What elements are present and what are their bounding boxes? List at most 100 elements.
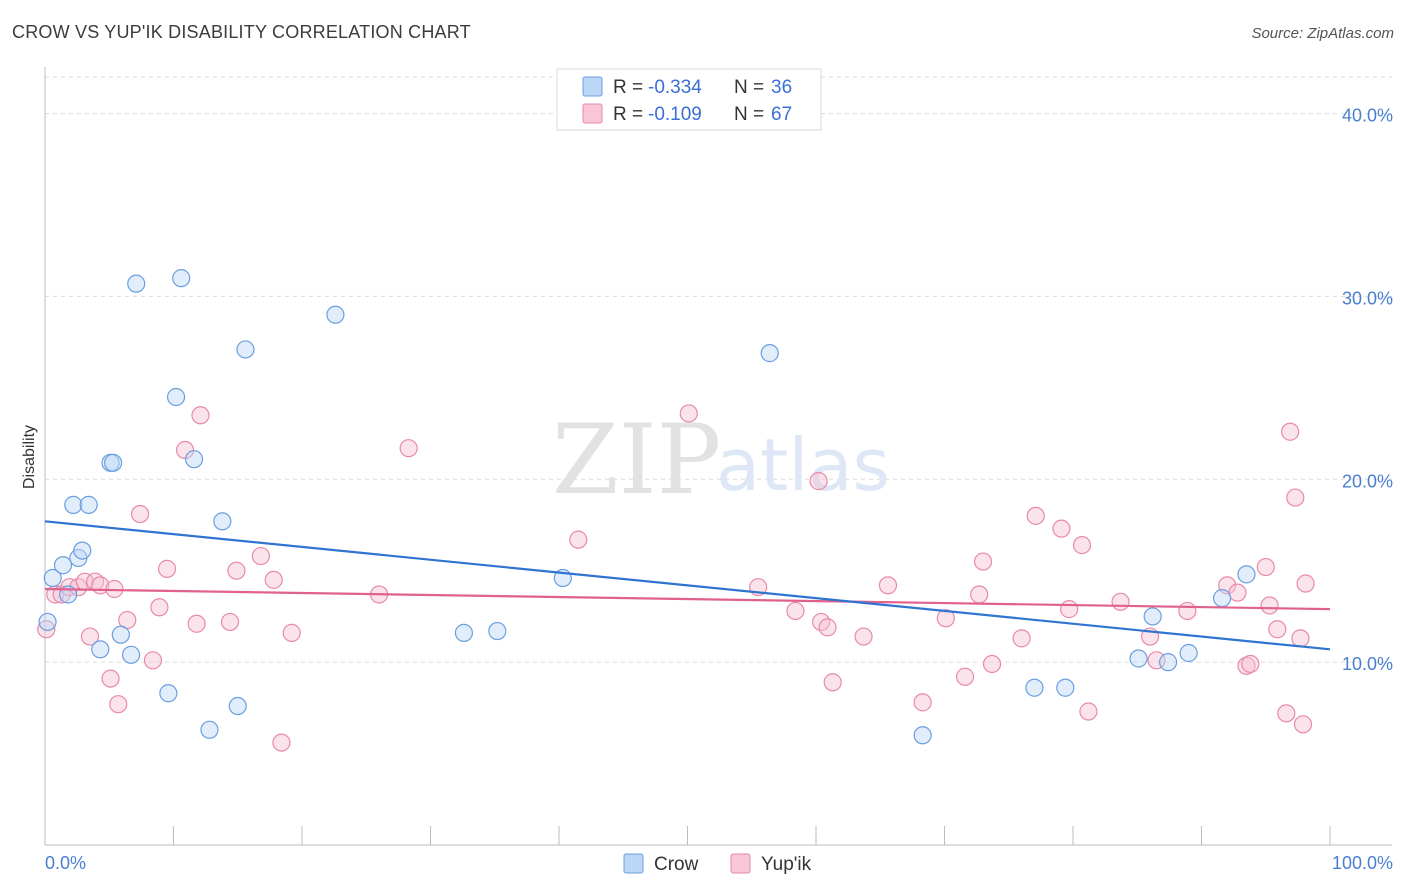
yupik-point-42: [973, 552, 993, 571]
yupik-point-6: [80, 627, 100, 646]
yupik-point-55: [1228, 583, 1247, 602]
yupik-point-59: [1260, 596, 1279, 615]
legend-n-label-crow: N =: [734, 77, 764, 98]
yupik-point-36: [854, 627, 873, 646]
crow-point-27: [913, 726, 932, 745]
yupik-point-52: [1147, 651, 1166, 670]
y-axis-title: Disability: [21, 425, 38, 489]
crow-point-33: [1179, 643, 1198, 663]
yupik-point-58: [1256, 557, 1275, 577]
trend-lines: [44, 520, 1331, 651]
trend-line-yupik: [44, 587, 1331, 611]
yupik-points: [37, 404, 1315, 752]
yupik-point-65: [1293, 715, 1313, 734]
yupik-point-25: [282, 623, 301, 642]
yupik-point-45: [1026, 506, 1045, 525]
legend-r-value-yupik: -0.109: [648, 104, 702, 125]
crow-point-1: [43, 568, 62, 588]
crow-point-11: [111, 625, 130, 644]
legend-n-value-crow: 36: [771, 77, 792, 98]
crow-point-21: [236, 340, 255, 359]
bottom-legend-swatch-crow: [623, 853, 644, 874]
x-tick-label-min: 0.0%: [45, 853, 86, 873]
crow-point-24: [488, 621, 507, 641]
bottom-legend-label-yupik: Yup'ik: [761, 854, 812, 875]
yupik-point-48: [1072, 536, 1092, 555]
yupik-point-43: [982, 654, 1002, 674]
yupik-point-22: [251, 546, 270, 566]
yupik-point-27: [399, 439, 418, 458]
legend-r-label-crow: R =: [613, 77, 643, 98]
yupik-point-24: [272, 733, 291, 752]
y-tick-label-20: 20.0%: [1342, 471, 1393, 491]
yupik-point-31: [786, 601, 805, 621]
bottom-legend-swatch-yupik: [730, 853, 751, 874]
crow-point-29: [1056, 678, 1075, 697]
axes: [44, 67, 1392, 846]
crow-points: [38, 269, 1256, 745]
yupik-point-23: [264, 570, 283, 589]
legend-r-value-crow: -0.334: [648, 77, 702, 98]
yupik-point-63: [1286, 488, 1305, 507]
yupik-point-14: [143, 651, 163, 670]
yupik-point-41: [970, 585, 989, 604]
crow-point-28: [1025, 678, 1044, 697]
yupik-point-11: [109, 695, 128, 714]
crow-point-12: [121, 645, 141, 664]
trend-line-crow: [44, 520, 1331, 651]
yupik-point-39: [936, 609, 955, 628]
crow-point-32: [1158, 653, 1178, 672]
chart-title: CROW VS YUP'IK DISABILITY CORRELATION CH…: [12, 22, 471, 42]
crow-point-30: [1129, 649, 1148, 668]
yupik-point-62: [1281, 422, 1300, 441]
grid-lines: [45, 76, 1392, 663]
crow-point-10: [104, 453, 123, 472]
yupik-point-28: [569, 530, 588, 549]
yupik-point-64: [1291, 629, 1310, 648]
bottom-legend-label-crow: Crow: [654, 854, 699, 875]
source-credit: Source: ZipAtlas.com: [1251, 25, 1394, 42]
watermark-zip: ZIP: [552, 404, 721, 516]
crow-point-19: [213, 512, 232, 531]
crow-point-2: [53, 556, 73, 575]
x-tick-label-max: 100.0%: [1332, 853, 1393, 873]
yupik-point-19: [191, 406, 210, 425]
crow-point-15: [166, 387, 186, 407]
crow-point-17: [184, 450, 204, 469]
yupik-point-66: [1296, 574, 1315, 593]
crow-point-35: [1237, 565, 1256, 584]
crow-point-13: [127, 274, 146, 293]
y-tick-labels: 10.0% 20.0% 30.0% 40.0%: [1342, 106, 1393, 675]
legend-swatch-crow: [582, 76, 603, 97]
crow-point-34: [1212, 589, 1232, 608]
crow-point-4: [64, 495, 83, 514]
y-tick-label-10: 10.0%: [1342, 654, 1393, 674]
yupik-point-20: [220, 612, 240, 632]
yupik-point-35: [823, 673, 842, 692]
legend-top: R = -0.334 N = 36 R = -0.109 N = 67: [556, 68, 822, 131]
x-tick-labels: 0.0% 100.0%: [45, 853, 1393, 873]
crow-point-18: [200, 720, 219, 739]
yupik-point-29: [679, 404, 698, 423]
crow-point-7: [79, 495, 98, 514]
legend-bottom: Crow Yup'ik: [623, 853, 812, 875]
yupik-point-44: [1012, 629, 1031, 648]
yupik-point-21: [227, 561, 246, 580]
yupik-point-46: [1052, 519, 1071, 538]
crow-point-31: [1143, 607, 1162, 626]
yupik-point-38: [913, 693, 932, 712]
crow-point-0: [38, 612, 57, 632]
crow-point-16: [172, 269, 191, 288]
yupik-point-37: [878, 576, 898, 595]
crow-point-23: [454, 623, 474, 642]
yupik-point-50: [1111, 592, 1130, 611]
crow-point-22: [326, 305, 345, 324]
yupik-point-13: [130, 504, 150, 524]
yupik-point-0: [37, 620, 56, 639]
yupik-point-18: [187, 614, 206, 633]
y-tick-label-30: 30.0%: [1342, 288, 1393, 308]
yupik-point-34: [818, 618, 837, 637]
crow-point-6: [73, 541, 92, 560]
yupik-point-32: [809, 472, 828, 491]
